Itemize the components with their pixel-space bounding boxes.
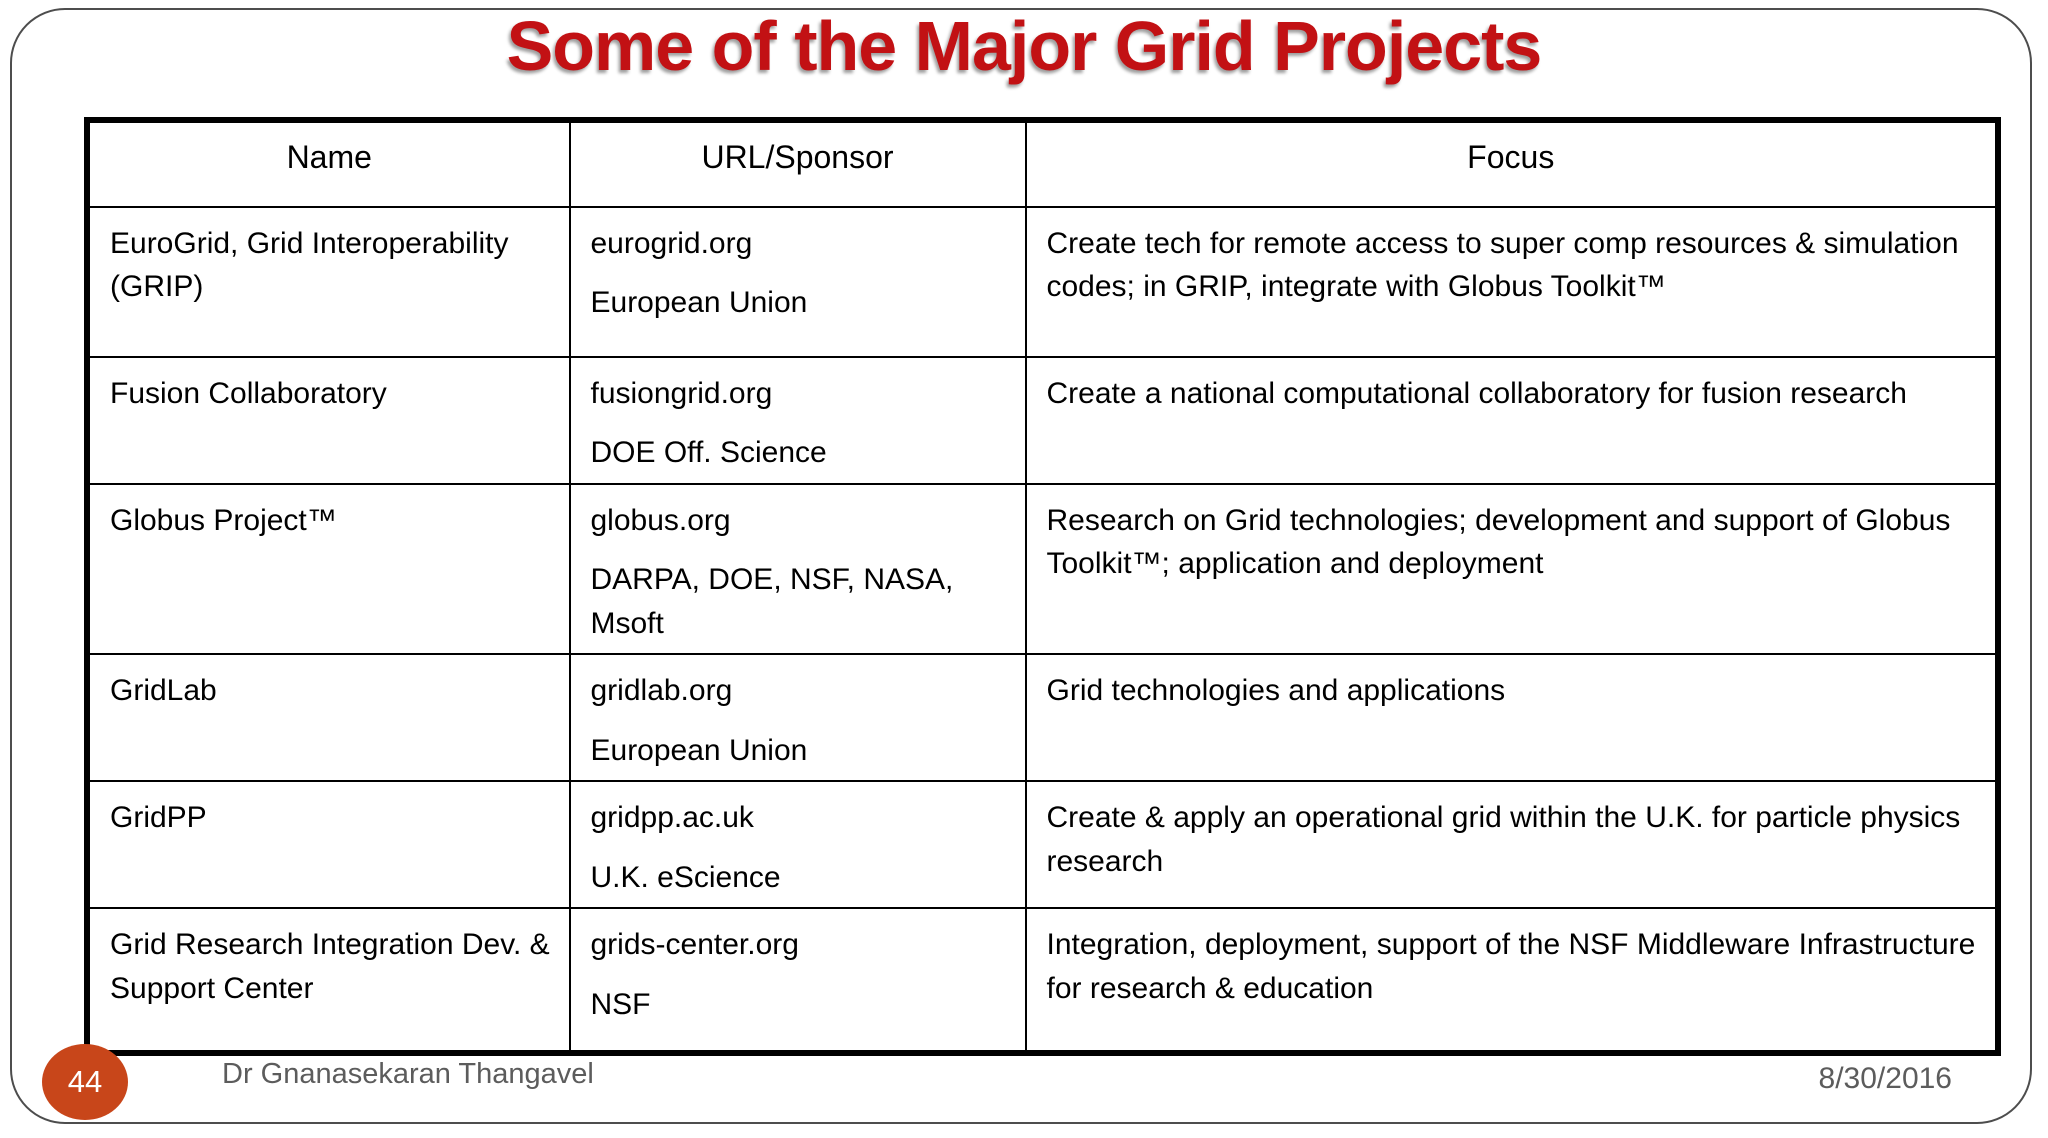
table-row: Grid Research Integration Dev. & Support… (86, 907, 1999, 1053)
project-url: gridpp.ac.uk (590, 801, 754, 834)
project-url: fusiongrid.org (590, 376, 773, 410)
table-row: EuroGrid, Grid Interoperability (GRIP) e… (86, 205, 1999, 358)
page-number: 44 (67, 1064, 103, 1099)
cell-focus: Create tech for remote access to super c… (1024, 205, 1999, 358)
project-url: gridlab.org (590, 674, 733, 707)
table-row: GridLab gridlab.org European Union Grid … (86, 653, 1999, 782)
cell-url-sponsor: grids-center.org NSF (568, 907, 1027, 1053)
cell-focus: Research on Grid technologies; developme… (1024, 482, 1999, 655)
cell-focus: Grid technologies and applications (1024, 653, 1999, 782)
cell-project-name: Grid Research Integration Dev. & Support… (86, 907, 571, 1053)
table-header-row: Name URL/Sponsor Focus (86, 119, 1999, 208)
slide-title: Some of the Major Grid Projects (506, 7, 1543, 85)
cell-focus: Integration, deployment, support of the … (1024, 907, 1999, 1053)
column-header-name: Name (86, 119, 571, 208)
column-header-url-sponsor: URL/Sponsor (568, 119, 1027, 208)
column-header-focus: Focus (1024, 119, 1999, 208)
project-url: eurogrid.org (590, 226, 753, 260)
project-url: grids-center.org (590, 928, 799, 961)
cell-url-sponsor: eurogrid.org European Union (568, 205, 1027, 358)
cell-project-name: Fusion Collaboratory (86, 355, 571, 485)
project-sponsor: U.K. eScience (590, 860, 781, 894)
cell-url-sponsor: fusiongrid.org DOE Off. Science (568, 355, 1027, 485)
cell-project-name: Globus Project™ (86, 482, 571, 655)
grid-projects-table: Name URL/Sponsor Focus EuroGrid, Grid In… (84, 117, 2001, 1056)
project-sponsor: DOE Off. Science (590, 436, 827, 469)
cell-url-sponsor: gridlab.org European Union (568, 653, 1027, 782)
project-sponsor: DARPA, DOE, NSF, NASA, Msoft (590, 563, 954, 640)
footer-date: 8/30/2016 (1818, 1062, 1952, 1095)
cell-focus: Create a national computational collabor… (1024, 355, 1999, 485)
project-sponsor: European Union (590, 286, 808, 319)
page-number-badge: 44 (42, 1044, 128, 1120)
cell-url-sponsor: globus.org DARPA, DOE, NSF, NASA, Msoft (568, 482, 1027, 655)
table-row: Globus Project™ globus.org DARPA, DOE, N… (86, 482, 1999, 655)
cell-focus: Create & apply an operational grid withi… (1024, 780, 1999, 909)
cell-project-name: GridPP (86, 780, 571, 909)
table-row: GridPP gridpp.ac.uk U.K. eScience Create… (86, 780, 1999, 909)
project-sponsor: NSF (590, 987, 651, 1021)
project-sponsor: European Union (590, 733, 808, 767)
cell-project-name: EuroGrid, Grid Interoperability (GRIP) (86, 205, 571, 358)
cell-project-name: GridLab (86, 653, 571, 782)
table-row: Fusion Collaboratory fusiongrid.org DOE … (86, 355, 1999, 485)
footer-author: Dr Gnanasekaran Thangavel (222, 1058, 594, 1090)
project-url: globus.org (590, 503, 731, 537)
cell-url-sponsor: gridpp.ac.uk U.K. eScience (568, 780, 1027, 909)
